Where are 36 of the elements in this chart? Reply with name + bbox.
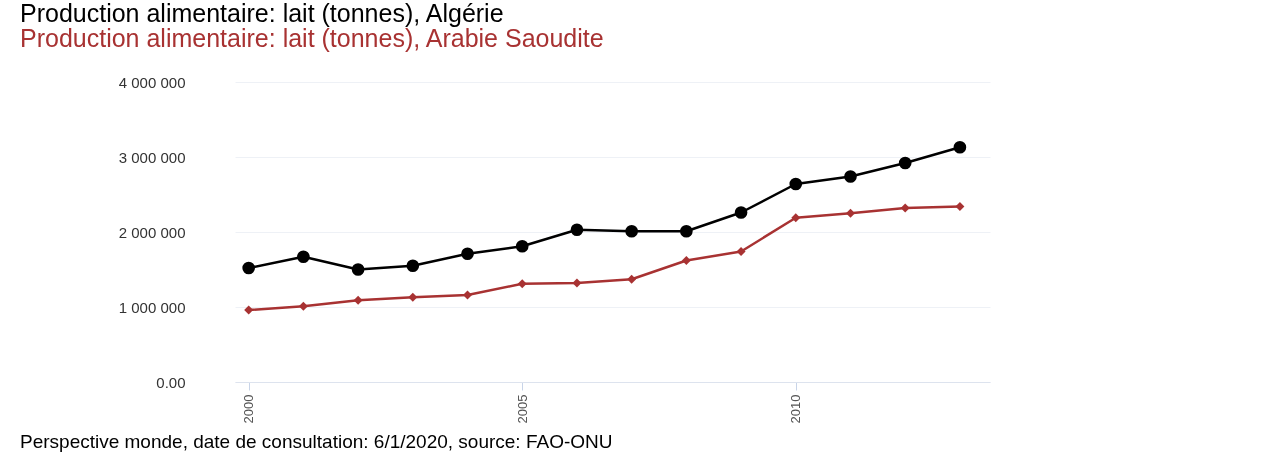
point [242,261,255,275]
point [627,274,637,284]
y-tick-label: 1 000 000 [118,298,186,316]
point [572,278,582,288]
point [681,256,691,265]
text: Perspective monde, date de consultation: 6/1/2020, source: FAO-ONU [20,431,613,452]
x-tick-label: 2005 [514,394,530,424]
y-tick-label: 4 000 000 [118,73,186,91]
point [353,295,363,305]
point [517,279,527,289]
x-tick-label: 2010 [788,394,804,424]
point [953,140,967,154]
point [408,292,418,302]
point [461,247,474,261]
point [955,202,965,211]
point [625,224,638,238]
point [406,259,420,273]
point [351,263,365,276]
point [298,301,308,311]
point [844,170,857,183]
point [680,224,693,238]
point [900,203,910,213]
x-tick-label: 2000 [241,394,257,424]
point [736,247,746,256]
point [515,239,529,253]
y-tick-label: 3 000 000 [118,148,186,166]
point [734,206,748,219]
y-tick-label: 0.00 [156,373,186,391]
point [297,250,310,264]
point [789,177,803,191]
point [570,223,584,237]
point [846,208,855,218]
point [791,213,801,223]
point [898,156,912,170]
chart-title: Production alimentaire: lait (tonnes), Algérie [20,0,504,27]
y-tick-label: 2 000 000 [118,223,186,241]
